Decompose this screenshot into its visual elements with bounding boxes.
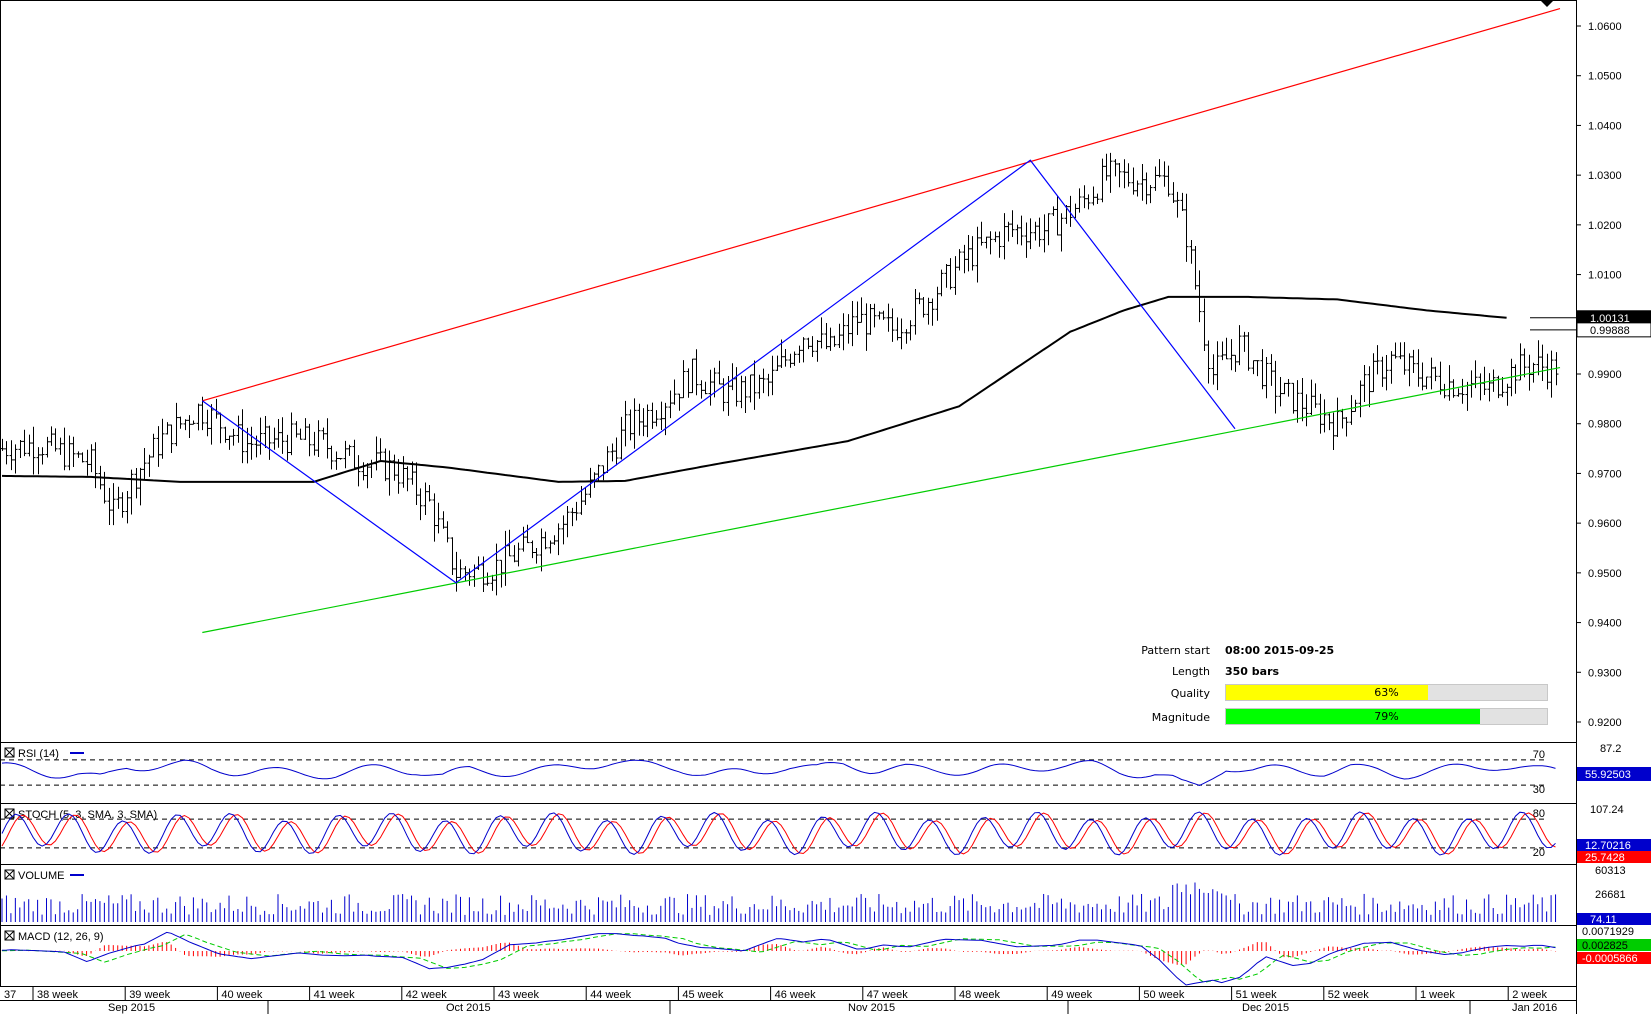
week-label: 42 week — [406, 989, 447, 1001]
quality-label: Quality — [1080, 687, 1210, 700]
week-label: 43 week — [498, 989, 539, 1001]
volume-axis-label: 26681 — [1595, 889, 1626, 901]
rsi-value-label: 55.92503 — [1585, 769, 1631, 781]
week-label: 45 week — [682, 989, 723, 1001]
stoch-axis-top-label: 107.24 — [1590, 804, 1624, 816]
pattern-start-value: 08:00 2015-09-25 — [1225, 644, 1334, 657]
price-tick-label: 0.9500 — [1588, 568, 1622, 580]
week-label: 38 week — [37, 989, 78, 1001]
price-tick-label: 1.0600 — [1588, 21, 1622, 33]
rsi-level-label: 30 — [1533, 784, 1545, 796]
stoch-level-label: 20 — [1533, 847, 1545, 859]
pattern-start-label: Pattern start — [1080, 644, 1210, 657]
week-label: 52 week — [1328, 989, 1369, 1001]
week-label: 44 week — [590, 989, 631, 1001]
week-label: 48 week — [959, 989, 1000, 1001]
magnitude-bar: 79% — [1225, 708, 1548, 725]
price-tick-label: 1.0300 — [1588, 170, 1622, 182]
week-label: 47 week — [867, 989, 908, 1001]
price-tick-label: 0.9900 — [1588, 369, 1622, 381]
week-label: 37 — [4, 989, 16, 1001]
volume-axis-label: 60313 — [1595, 865, 1626, 877]
macd-axis-top-label: 0.0071929 — [1582, 926, 1634, 938]
macd-hist-value-label: -0.0005866 — [1582, 953, 1638, 965]
price-tick-label: 0.9600 — [1588, 518, 1622, 530]
week-label: 41 week — [314, 989, 355, 1001]
week-label: 40 week — [221, 989, 262, 1001]
week-label: 39 week — [129, 989, 170, 1001]
month-label: Nov 2015 — [848, 1002, 895, 1014]
week-label: 49 week — [1051, 989, 1092, 1001]
week-label: 2 week — [1512, 989, 1547, 1001]
price-tick-label: 1.0500 — [1588, 71, 1622, 83]
pattern-info-box: Pattern start 08:00 2015-09-25 Length 35… — [1080, 640, 1560, 730]
length-label: Length — [1080, 665, 1210, 678]
panel-title: RSI (14) — [18, 748, 59, 760]
price-tick-label: 1.0200 — [1588, 220, 1622, 232]
week-label: 1 week — [1420, 989, 1455, 1001]
magnitude-label: Magnitude — [1080, 711, 1210, 724]
current-price-label: 0.99888 — [1590, 325, 1630, 337]
stoch-k-value-label: 12.70216 — [1585, 840, 1631, 852]
price-tick-label: 0.9400 — [1588, 618, 1622, 630]
volume-value-label: 74.11 — [1590, 914, 1617, 926]
month-label: Sep 2015 — [108, 1002, 155, 1014]
quality-bar: 63% — [1225, 684, 1548, 701]
week-label: 50 week — [1143, 989, 1184, 1001]
price-tick-label: 1.0100 — [1588, 270, 1622, 282]
price-tick-label: 0.9200 — [1588, 717, 1622, 729]
week-label: 46 week — [775, 989, 816, 1001]
magnitude-value: 79% — [1226, 710, 1547, 723]
macd-value-label: 0.002825 — [1582, 940, 1628, 952]
rsi-level-label: 70 — [1533, 749, 1545, 761]
month-label: Oct 2015 — [446, 1002, 491, 1014]
panel-title: VOLUME — [18, 870, 64, 882]
quality-value: 63% — [1226, 686, 1547, 699]
stoch-d-value-label: 25.7428 — [1585, 852, 1625, 864]
length-value: 350 bars — [1225, 665, 1279, 678]
price-tick-label: 0.9700 — [1588, 468, 1622, 480]
price-tick-label: 0.9800 — [1588, 419, 1622, 431]
panel-title: MACD (12, 26, 9) — [18, 931, 104, 943]
week-label: 51 week — [1236, 989, 1277, 1001]
month-label: Dec 2015 — [1242, 1002, 1289, 1014]
price-tick-label: 0.9300 — [1588, 667, 1622, 679]
month-label: Jan 2016 — [1512, 1002, 1557, 1014]
price-tick-label: 1.0400 — [1588, 120, 1622, 132]
rsi-axis-top-label: 87.2 — [1600, 743, 1621, 755]
